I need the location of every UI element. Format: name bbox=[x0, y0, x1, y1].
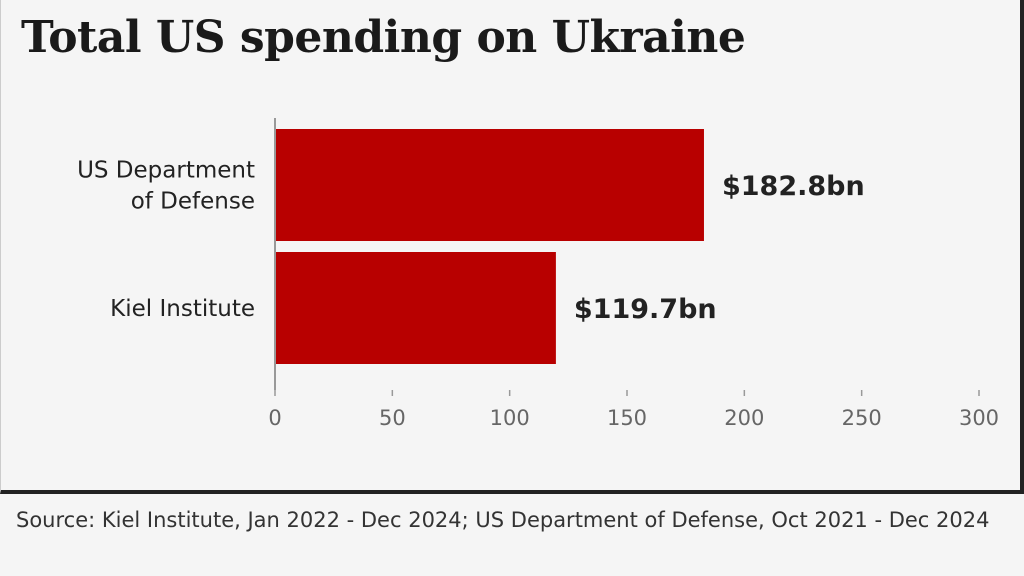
category-label-2: Kiel Institute bbox=[110, 296, 255, 322]
x-tick-label-150: 150 bbox=[607, 406, 647, 430]
x-tick-label-100: 100 bbox=[490, 406, 530, 430]
x-tick-label-250: 250 bbox=[842, 406, 882, 430]
chart-panel: Total US spending on Ukraine $182.8bn $11… bbox=[0, 0, 1024, 494]
bar-1 bbox=[275, 129, 704, 241]
chart-title: Total US spending on Ukraine bbox=[21, 12, 746, 63]
x-tick-label-300: 300 bbox=[959, 406, 999, 430]
category-label-1: US Department bbox=[77, 158, 255, 184]
category-label-1: of Defense bbox=[131, 189, 255, 215]
bar-chart: $182.8bn $119.7bn US Department of Defense K… bbox=[77, 118, 999, 430]
x-tick-label-50: 50 bbox=[379, 406, 406, 430]
data-label-1: $182.8bn bbox=[722, 171, 865, 202]
bar-2 bbox=[275, 252, 556, 364]
chart-source: Source: Kiel Institute, Jan 2022 - Dec 2… bbox=[16, 508, 990, 532]
data-label-2: $119.7bn bbox=[574, 294, 717, 325]
x-tick-label-0: 0 bbox=[268, 406, 281, 430]
x-tick-label-200: 200 bbox=[724, 406, 764, 430]
